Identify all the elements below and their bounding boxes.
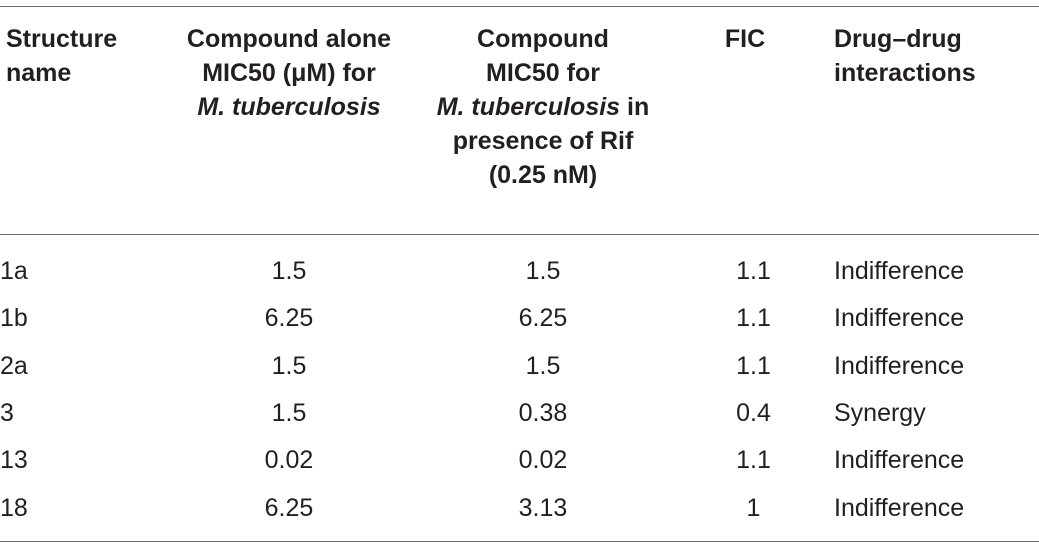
cell-structure-name: 1a [0, 257, 28, 286]
cell-interaction: Indifference [834, 446, 965, 475]
header-compound-alone-mic50: Compound alone MIC50 (μM) for M. tubercu… [186, 25, 392, 121]
cell-fic: 1.1 [736, 446, 771, 475]
table-bottom-rule [0, 541, 1039, 542]
cell-interaction: Indifference [834, 493, 965, 522]
cell-fic: 1 [746, 493, 761, 522]
cell-interaction: Synergy [834, 399, 926, 428]
cell-mic50-with-rif: 3.13 [518, 493, 568, 522]
table-row: 1a 1.5 1.5 1.1 Indifference [0, 248, 1039, 295]
cell-mic50-with-rif: 1.5 [525, 257, 561, 286]
table-row: 2a 1.5 1.5 1.1 Indifference [0, 343, 1039, 390]
cell-mic50-alone: 6.25 [264, 304, 314, 333]
cell-structure-name: 13 [0, 446, 28, 475]
cell-mic50-alone: 1.5 [271, 257, 307, 286]
cell-interaction: Indifference [834, 304, 965, 333]
cell-mic50-alone: 0.02 [264, 446, 314, 475]
cell-fic: 1.1 [736, 304, 771, 333]
cell-mic50-with-rif: 6.25 [518, 304, 568, 333]
cell-mic50-alone: 6.25 [264, 493, 314, 522]
cell-structure-name: 1b [0, 304, 28, 333]
cell-mic50-alone: 1.5 [271, 351, 307, 380]
table-row: 3 1.5 0.38 0.4 Synergy [0, 390, 1039, 437]
cell-interaction: Indifference [834, 257, 965, 286]
cell-fic: 0.4 [736, 399, 771, 428]
cell-structure-name: 2a [0, 351, 28, 380]
header-separator-rule [0, 234, 1039, 235]
cell-mic50-with-rif: 0.02 [518, 446, 568, 475]
cell-mic50-with-rif: 1.5 [525, 351, 561, 380]
table-row: 1b 6.25 6.25 1.1 Indifference [0, 295, 1039, 342]
data-table: 1a 1.5 1.5 1.1 Indifference 1b 6.25 6.25… [0, 248, 1039, 532]
header-fic: FIC [724, 25, 766, 53]
cell-mic50-with-rif: 0.38 [518, 399, 568, 428]
cell-structure-name: 3 [0, 399, 14, 428]
header-structure-name: Structure name [6, 25, 118, 87]
cell-mic50-alone: 1.5 [271, 399, 307, 428]
cell-structure-name: 18 [0, 493, 28, 522]
table-row: 18 6.25 3.13 1 Indifference [0, 484, 1039, 531]
cell-interaction: Indifference [834, 351, 965, 380]
header-drug-drug-interactions: Drug–drug interactions [834, 25, 976, 87]
cell-fic: 1.1 [736, 257, 771, 286]
header-compound-mic50-with-rif: Compound MIC50 for M. tuberculosis in pr… [436, 25, 650, 189]
table-row: 13 0.02 0.02 1.1 Indifference [0, 437, 1039, 484]
table-top-rule [0, 6, 1039, 7]
cell-fic: 1.1 [736, 351, 771, 380]
